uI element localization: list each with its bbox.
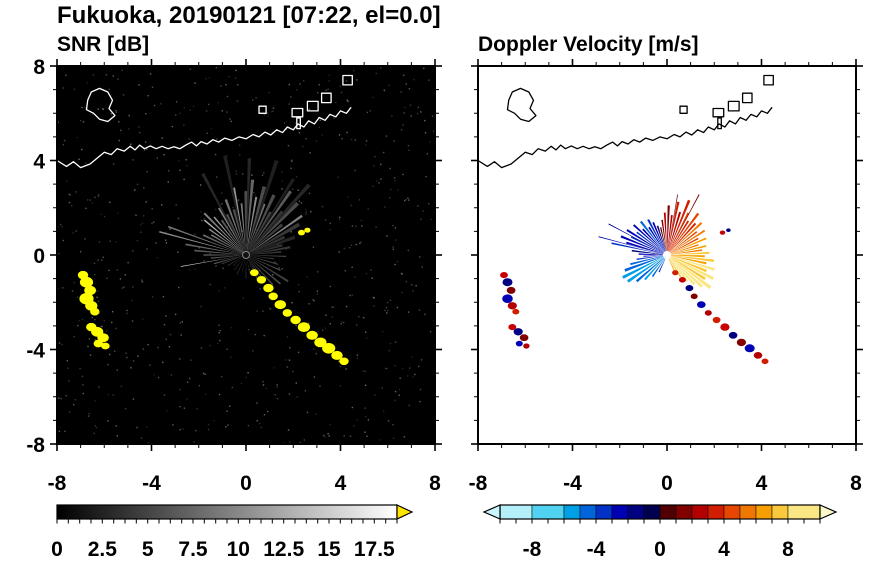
svg-text:-8: -8	[523, 538, 542, 561]
svg-text:-8: -8	[48, 472, 67, 495]
svg-text:8: 8	[33, 56, 45, 79]
svg-text:4: 4	[335, 472, 347, 495]
coastline	[477, 74, 774, 169]
svg-text:0: 0	[33, 245, 45, 268]
svg-text:4: 4	[33, 151, 45, 174]
velocity-panel: -8 -4 0 4 8	[469, 59, 863, 495]
svg-text:-8: -8	[469, 472, 488, 495]
svg-text:12.5: 12.5	[263, 538, 304, 561]
svg-text:0: 0	[51, 538, 63, 561]
svg-text:-4: -4	[26, 340, 45, 363]
svg-text:-8: -8	[26, 434, 45, 457]
svg-text:7.5: 7.5	[178, 538, 208, 561]
velocity-panel-title: Doppler Velocity [m/s]	[478, 33, 699, 56]
svg-text:0: 0	[240, 472, 252, 495]
svg-text:4: 4	[756, 472, 768, 495]
svg-text:4: 4	[718, 538, 730, 561]
snr-panel-title: SNR [dB]	[57, 33, 150, 56]
svg-text:0: 0	[654, 538, 666, 561]
colorbars: 0 2.5 5 7.5 10 12.5 15 17.5 -8 -4 0 4 8	[51, 504, 838, 561]
coastline	[56, 74, 353, 169]
figure-title: Fukuoka, 20190121 [07:22, el=0.0]	[57, 2, 441, 29]
svg-text:-4: -4	[563, 472, 582, 495]
svg-text:5: 5	[142, 538, 154, 561]
svg-text:-4: -4	[587, 538, 606, 561]
svg-text:10: 10	[227, 538, 250, 561]
svg-text:8: 8	[429, 472, 441, 495]
snr-colorbar	[56, 504, 398, 520]
svg-text:15: 15	[317, 538, 341, 561]
svg-text:0: 0	[661, 472, 673, 495]
svg-text:8: 8	[782, 538, 794, 561]
svg-text:2.5: 2.5	[88, 538, 118, 561]
svg-text:8: 8	[850, 472, 862, 495]
svg-text:17.5: 17.5	[354, 538, 395, 561]
svg-text:-4: -4	[142, 472, 161, 495]
snr-panel: -8 -4 0 4 8 -8 -4 0 4 8	[26, 56, 442, 495]
